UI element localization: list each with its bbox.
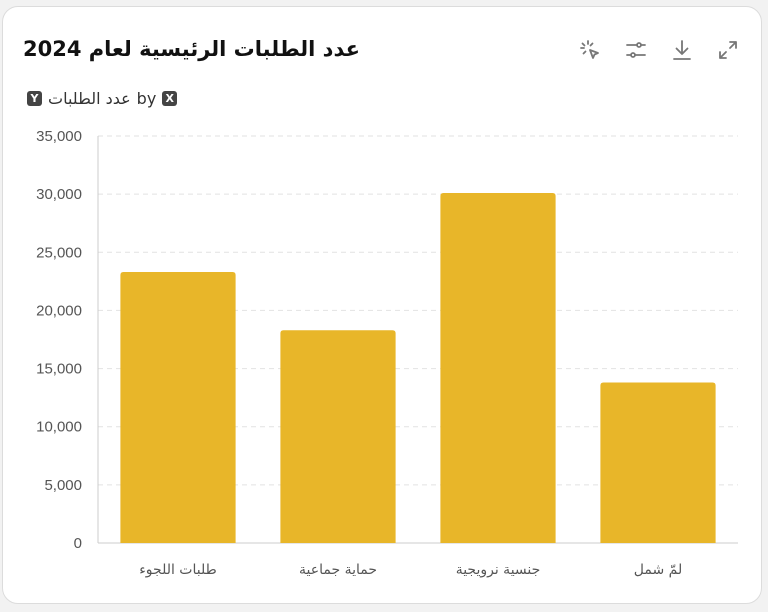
by-word: by: [136, 89, 157, 108]
y-tick-label: 20,000: [36, 302, 82, 319]
y-tick-label: 10,000: [36, 419, 82, 436]
y-tick-label: 30,000: [36, 186, 82, 203]
y-axis-caption-label: عدد الطلبات: [48, 89, 131, 108]
x-tick-label: طلبات اللجوء: [139, 562, 217, 578]
y-tick-label: 25,000: [36, 244, 82, 261]
x-tick-label: لمّ شمل: [634, 562, 682, 578]
y-tick-label: 5,000: [44, 477, 82, 494]
download-icon[interactable]: [669, 37, 695, 63]
sliders-icon[interactable]: [623, 37, 649, 63]
bar: [120, 272, 236, 543]
magic-cursor-icon[interactable]: [577, 37, 603, 63]
bar: [280, 330, 396, 543]
y-tick-label: 15,000: [36, 361, 82, 378]
y-axis-badge: Y: [27, 91, 42, 106]
y-tick-label: 35,000: [36, 128, 82, 145]
x-axis-badge[interactable]: X: [162, 91, 178, 106]
expand-icon[interactable]: [715, 37, 741, 63]
x-tick-label: جنسية نرويجية: [456, 562, 541, 578]
y-tick-label: 0: [74, 535, 82, 552]
chart-title: عدد الطلبات الرئيسية لعام 2024: [23, 37, 360, 61]
bar: [600, 382, 716, 543]
bar: [440, 192, 556, 544]
chart-toolbar: [577, 37, 741, 63]
axis-caption: Y عدد الطلبات by X: [27, 89, 178, 108]
x-tick-label: حماية جماعية: [299, 562, 377, 578]
